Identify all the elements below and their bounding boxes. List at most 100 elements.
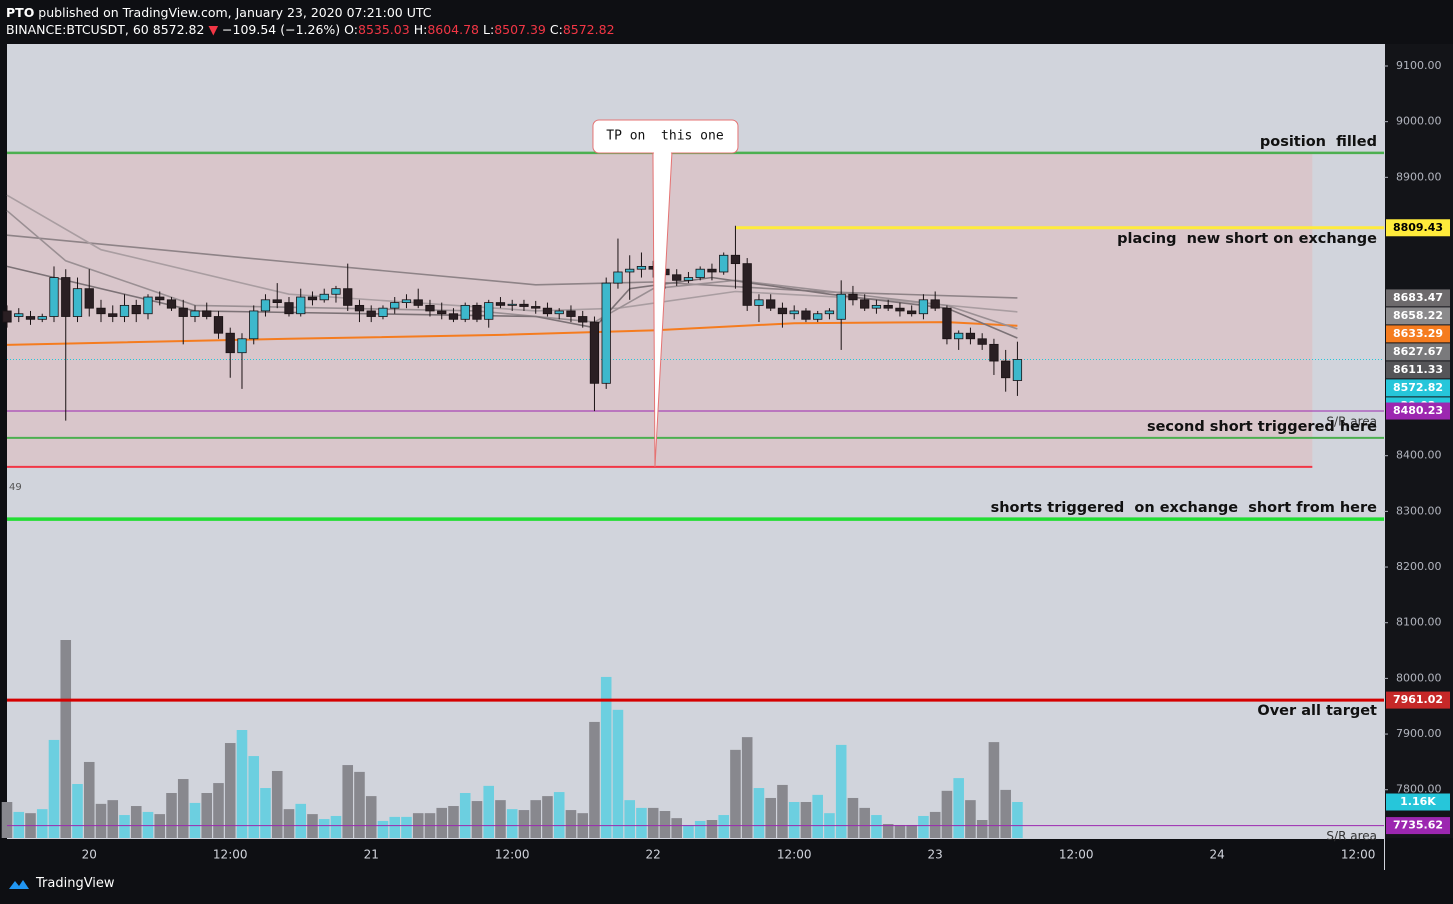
price-tag-bg xyxy=(1386,793,1450,811)
price-tag-bg xyxy=(1386,307,1450,325)
volume-bar xyxy=(377,820,389,838)
volume-bar xyxy=(706,820,718,838)
volume-bar xyxy=(647,807,659,838)
line-label: Over all target xyxy=(1257,703,1377,719)
candle-body xyxy=(789,310,799,315)
candle-body xyxy=(190,310,200,317)
volume-bar xyxy=(495,800,506,838)
x-tick-label: 12:00 xyxy=(213,848,248,862)
candle-body xyxy=(683,277,694,281)
candle-body xyxy=(366,310,376,317)
price-tag-label: 8480.23 xyxy=(1393,404,1443,417)
x-tick-label: 24 xyxy=(1210,848,1225,862)
volume-bar xyxy=(60,640,72,838)
volume-bar xyxy=(694,820,706,838)
price-tag-bg xyxy=(1386,817,1450,835)
volume-bar xyxy=(976,820,988,838)
candle-body xyxy=(484,302,494,320)
y-tick-label: 8300.00 xyxy=(1396,504,1442,517)
candle-body xyxy=(918,299,929,315)
volume-bar xyxy=(589,721,600,838)
candle-body xyxy=(860,299,870,309)
y-tick-label: 8400.00 xyxy=(1396,449,1442,462)
candle-body xyxy=(965,332,976,340)
volume-bar xyxy=(965,800,976,838)
candle-body xyxy=(72,288,83,317)
price-tag: 8572.82 xyxy=(1386,379,1450,397)
volume-bar xyxy=(871,815,882,838)
moving-average xyxy=(6,234,1018,299)
volume-bar xyxy=(236,730,248,838)
volume-bar xyxy=(636,807,647,838)
ohlc-label: H: xyxy=(413,22,428,37)
candle-body xyxy=(448,313,459,320)
line-label: position filled xyxy=(1260,134,1377,150)
candle-body xyxy=(108,313,118,317)
volume-bar xyxy=(213,783,224,838)
price-tag-bg xyxy=(1386,219,1450,237)
ohlc-label: O: xyxy=(344,22,358,37)
line-label: shorts triggered on exchange short from … xyxy=(991,500,1378,516)
published: published on TradingView.com, January 23… xyxy=(34,5,432,20)
candle-body xyxy=(37,316,47,320)
volume-bar xyxy=(330,815,342,838)
candle-body xyxy=(907,310,917,315)
ohlc-label: L: xyxy=(483,22,495,37)
volume-bar xyxy=(683,824,694,838)
candle-body xyxy=(25,316,36,320)
candle-body xyxy=(730,254,741,265)
volume-bar xyxy=(436,807,448,838)
volume-bar xyxy=(671,818,682,838)
volume-bar xyxy=(365,796,377,838)
ohlc: O:8535.03 H:8604.78 L:8507.39 C:8572.82 xyxy=(344,22,618,37)
ohlc-value: 8604.78 xyxy=(427,22,480,37)
volume-bar xyxy=(953,778,964,838)
volume-bar xyxy=(659,811,671,838)
candle-body xyxy=(813,313,823,320)
price-tag-bg xyxy=(1386,343,1450,361)
price-tag-label: 7735.62 xyxy=(1393,819,1443,832)
price-tag-label: 8572.82 xyxy=(1393,381,1443,394)
price-tag-bg xyxy=(1386,289,1450,307)
brand[interactable]: TradingView xyxy=(36,876,115,891)
candle-body xyxy=(84,288,94,309)
volume-bar xyxy=(354,771,365,838)
price-tag-label: 8627.67 xyxy=(1393,345,1443,358)
candle-body xyxy=(672,274,682,281)
candle-body xyxy=(1012,359,1023,381)
candle-body xyxy=(848,293,858,301)
price-tag-bg xyxy=(1386,361,1450,379)
volume-bar xyxy=(448,806,459,838)
candle-body xyxy=(178,307,188,317)
y-tick-label: 8900.00 xyxy=(1396,170,1442,183)
volume-bar xyxy=(894,824,906,838)
price-tag: 8683.47 xyxy=(1386,289,1450,307)
x-tick-label: 12:00 xyxy=(777,848,812,862)
volume-bar xyxy=(166,793,177,838)
candle-body xyxy=(119,304,130,317)
x-tick-label: 12:00 xyxy=(495,848,530,862)
volume-bar xyxy=(83,761,95,838)
candle-body xyxy=(249,310,259,340)
volume-bar xyxy=(542,796,553,838)
y-tick-label: 8100.00 xyxy=(1396,616,1442,629)
candle-body xyxy=(707,268,717,273)
volume-bar xyxy=(741,737,753,838)
candle-body xyxy=(225,332,235,354)
volume-bar xyxy=(530,800,541,838)
candle-body xyxy=(989,343,999,362)
volume-bar xyxy=(753,788,765,838)
price-tag-label: 8809.43 xyxy=(1393,221,1443,234)
ohlc-value: 8535.03 xyxy=(358,22,410,37)
candle-body xyxy=(542,307,553,315)
candle-body xyxy=(695,268,705,278)
author: PTO xyxy=(6,5,35,20)
volume-bar xyxy=(988,742,1000,838)
price-tag-bg xyxy=(1386,379,1450,397)
price-tag: 8611.33 xyxy=(1386,361,1450,379)
candle-body xyxy=(507,303,517,306)
volume-bar xyxy=(260,788,271,838)
volume-bar xyxy=(882,824,894,838)
volume-bar xyxy=(718,815,729,838)
line-label: S/R area xyxy=(1326,415,1377,429)
